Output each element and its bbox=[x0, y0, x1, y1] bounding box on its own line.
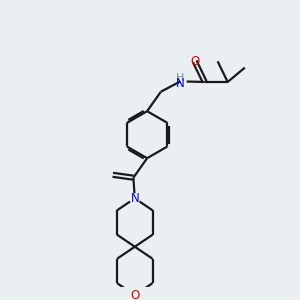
Text: H: H bbox=[176, 73, 184, 83]
Text: O: O bbox=[190, 55, 199, 68]
Text: O: O bbox=[130, 289, 140, 300]
Text: N: N bbox=[176, 77, 185, 91]
Text: N: N bbox=[130, 192, 139, 205]
